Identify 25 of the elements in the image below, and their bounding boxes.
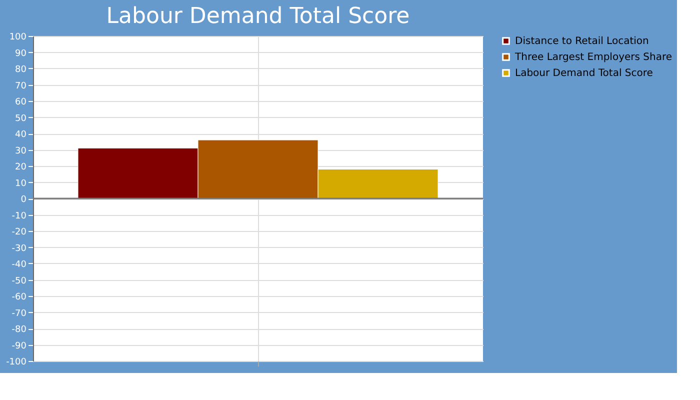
- y-tick-label: -100: [6, 358, 27, 368]
- y-tick-label: 30: [15, 146, 27, 156]
- y-tick-label: 100: [9, 32, 27, 42]
- y-tick-label: 80: [15, 65, 27, 75]
- y-tick-label: -30: [12, 244, 27, 254]
- y-tick-label: 40: [15, 130, 27, 140]
- y-tick-label: -20: [12, 228, 27, 238]
- y-tick-label: 90: [15, 48, 27, 59]
- y-tick-label: -80: [12, 325, 27, 335]
- y-tick-label: 50: [15, 114, 27, 124]
- y-tick-label: -90: [12, 341, 27, 352]
- y-tick-label: -40: [12, 260, 27, 270]
- legend-label: Distance to Retail Location: [515, 36, 649, 47]
- chart-title: Labour Demand Total Score: [106, 4, 410, 29]
- y-tick-label: 20: [15, 162, 27, 172]
- y-tick-label: -60: [12, 292, 27, 302]
- y-tick-label: 60: [15, 98, 27, 108]
- y-tick-label: 10: [15, 178, 27, 189]
- y-tick-label: -70: [12, 308, 27, 319]
- y-tick-label: 70: [15, 81, 27, 92]
- y-tick-label: -10: [12, 211, 27, 222]
- legend-label: Labour Demand Total Score: [515, 68, 653, 79]
- y-tick-label: -50: [12, 276, 27, 286]
- y-tick-label: 0: [20, 195, 27, 205]
- legend-label: Three Largest Employers Share: [514, 52, 672, 63]
